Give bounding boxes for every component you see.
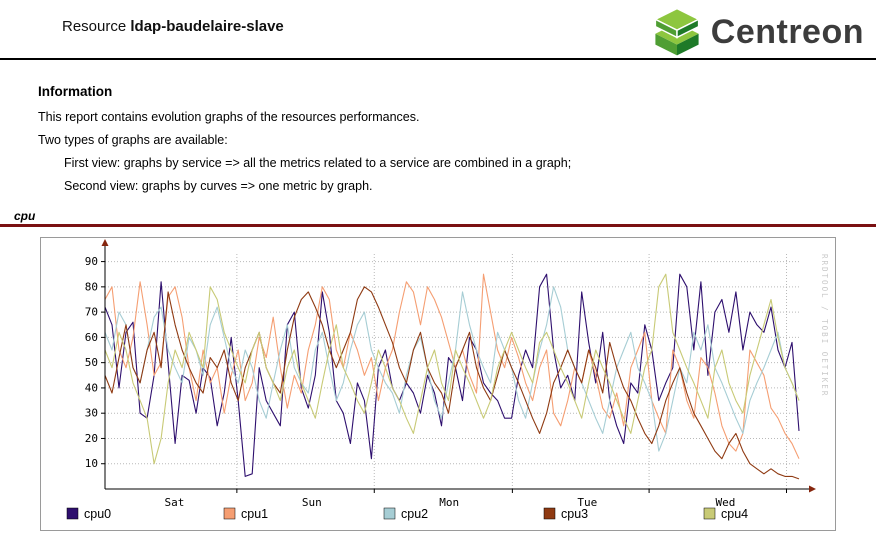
svg-text:90: 90 xyxy=(85,255,98,268)
centreon-logo: Centreon xyxy=(650,6,864,58)
svg-text:Sun: Sun xyxy=(302,496,322,509)
svg-text:50: 50 xyxy=(85,356,98,369)
svg-text:Mon: Mon xyxy=(439,496,459,509)
information-intro: This report contains evolution graphs of… xyxy=(38,110,420,124)
svg-text:Sat: Sat xyxy=(164,496,184,509)
svg-text:cpu4: cpu4 xyxy=(721,507,748,521)
svg-text:70: 70 xyxy=(85,306,98,319)
svg-text:10: 10 xyxy=(85,457,98,470)
cube-bottom-right-face xyxy=(676,33,699,56)
svg-text:30: 30 xyxy=(85,407,98,420)
resource-name: ldap-baudelaire-slave xyxy=(130,18,284,35)
svg-text:Tue: Tue xyxy=(577,496,597,509)
information-subtitle: Two types of graphs are available: xyxy=(38,133,228,147)
svg-text:cpu2: cpu2 xyxy=(401,507,428,521)
svg-text:cpu0: cpu0 xyxy=(84,507,111,521)
cpu-graph-svg: 10 20 30 40 50 60 70 80 90 Sat Sun Mon Tue Wed RRDTOOL… xyxy=(66,239,829,521)
svg-text:20: 20 xyxy=(85,432,98,445)
header-divider xyxy=(0,58,876,60)
cube-right-face xyxy=(676,18,700,39)
svg-text:40: 40 xyxy=(85,381,98,394)
svg-text:Wed: Wed xyxy=(715,496,735,509)
cpu-graph: 10 20 30 40 50 60 70 80 90 Sat Sun Mon Tue Wed RRDTOOL… xyxy=(40,237,836,531)
information-title: Information xyxy=(38,84,113,99)
cube-bottom-left-face xyxy=(655,33,677,56)
information-item-first-view: First view: graphs by service => all the… xyxy=(64,156,572,170)
svg-text:60: 60 xyxy=(85,331,98,344)
svg-text:80: 80 xyxy=(85,280,98,293)
information-item-second-view: Second view: graphs by curves => one met… xyxy=(64,179,373,193)
centreon-logo-text: Centreon xyxy=(710,12,864,51)
svg-text:cpu1: cpu1 xyxy=(241,507,268,521)
title-prefix: Resource xyxy=(62,18,127,35)
metric-title: cpu xyxy=(14,209,36,223)
report-header: Resource ldap-baudelaire-slave Centreon xyxy=(0,0,876,58)
svg-text:RRDTOOL / TOBI OETIKER: RRDTOOL / TOBI OETIKER xyxy=(820,254,829,397)
information-section: Information This report contains evoluti… xyxy=(38,84,876,193)
page-title: Resource ldap-baudelaire-slave xyxy=(62,18,284,35)
metric-divider xyxy=(0,224,876,227)
centreon-cube-icon xyxy=(653,7,700,56)
svg-text:cpu3: cpu3 xyxy=(561,507,588,521)
